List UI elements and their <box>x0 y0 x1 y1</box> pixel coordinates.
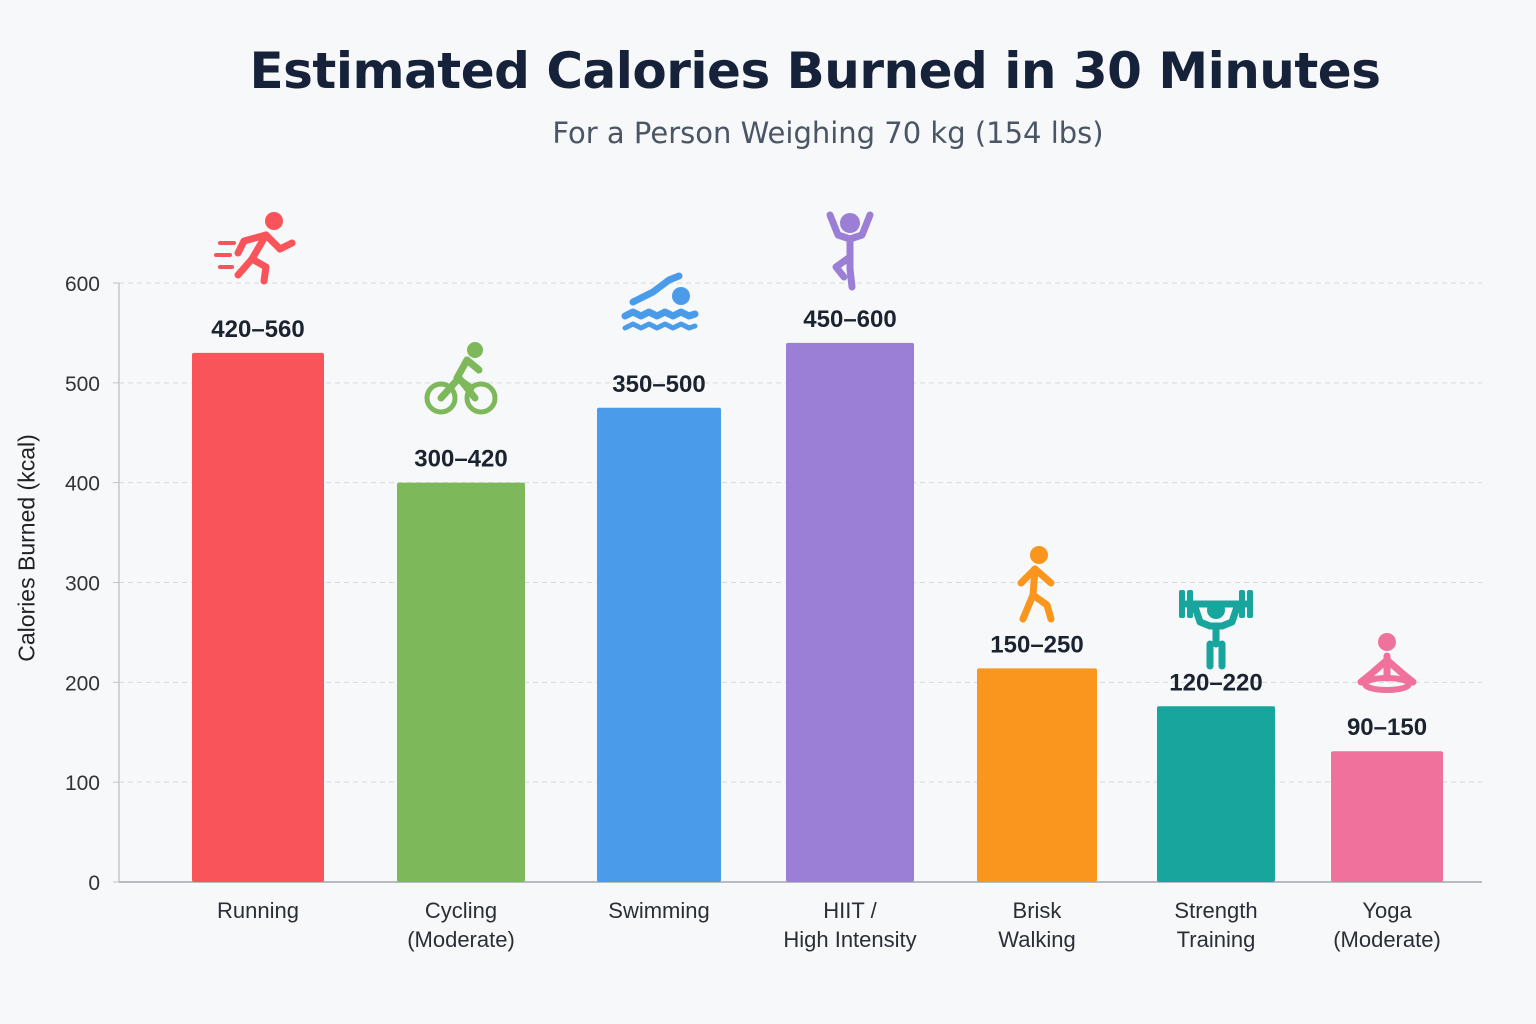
jumping-person-icon <box>826 211 874 291</box>
x-tick-label: Swimming <box>608 898 709 923</box>
yoga-icon <box>1357 633 1417 693</box>
bar-value-label: 450–600 <box>803 306 896 333</box>
bar <box>977 668 1097 882</box>
cycling-icon <box>424 342 498 415</box>
bar <box>597 407 721 882</box>
bar <box>1157 706 1275 882</box>
bar-value-label: 350–500 <box>612 371 705 398</box>
bar-value-label: 300–420 <box>414 446 507 473</box>
bar <box>786 342 914 882</box>
bar <box>397 482 525 882</box>
y-tick-label: 0 <box>88 872 100 895</box>
y-tick-label: 600 <box>65 273 100 296</box>
bar-value-label: 90–150 <box>1347 714 1427 741</box>
chart-title: Estimated Calories Burned in 30 Minutes <box>249 42 1381 100</box>
y-tick-label: 300 <box>65 573 100 596</box>
running-icon <box>214 212 296 285</box>
chart-subtitle: For a Person Weighing 70 kg (154 lbs) <box>552 116 1104 150</box>
x-tick-label: Cycling <box>425 898 497 923</box>
y-tick-label: 400 <box>65 473 100 496</box>
x-tick-label: Walking <box>998 927 1075 952</box>
bar-value-label: 150–250 <box>990 631 1083 658</box>
bar-value-label: 420–560 <box>211 316 304 343</box>
bar <box>192 352 324 883</box>
bar-value-label: 120–220 <box>1169 669 1262 696</box>
x-tick-label: Running <box>217 898 299 923</box>
x-tick-label: Training <box>1177 927 1256 952</box>
y-tick-label: 500 <box>65 373 100 396</box>
x-tick-label: Yoga <box>1362 898 1412 923</box>
x-tick-label: HIIT / <box>823 898 877 923</box>
y-tick-label: 200 <box>65 672 100 695</box>
x-tick-label: (Moderate) <box>1333 927 1441 952</box>
x-tick-label: High Intensity <box>783 927 916 952</box>
weightlifting-icon <box>1179 590 1253 670</box>
x-tick-label: Brisk <box>1013 898 1063 923</box>
x-tick-label: Strength <box>1174 898 1257 923</box>
y-tick-label: 100 <box>65 772 100 795</box>
walking-icon <box>1017 546 1055 623</box>
swimming-icon <box>621 272 699 331</box>
x-tick-label: (Moderate) <box>407 927 515 952</box>
bar <box>1331 751 1443 882</box>
